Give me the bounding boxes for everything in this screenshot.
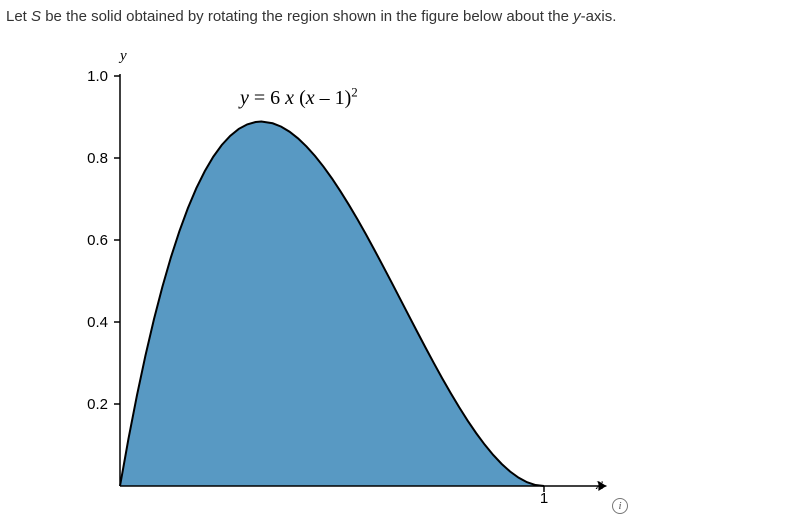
curve-region	[120, 122, 544, 486]
prompt-pre: Let	[6, 8, 31, 25]
problem-statement: Let S be the solid obtained by rotating …	[6, 8, 616, 25]
y-ticks	[114, 76, 120, 404]
info-icon[interactable]: i	[612, 498, 628, 514]
prompt-post: -axis.	[581, 8, 617, 25]
xtick-1: 1	[538, 490, 550, 507]
prompt-mid: be the solid obtained by rotating the re…	[41, 8, 573, 25]
chart: 1.0 0.8 0.6 0.4 0.2 y y = 6 x (x – 1)2 1…	[60, 48, 620, 508]
plot-area	[60, 48, 620, 508]
prompt-y: y	[573, 8, 581, 25]
prompt-S: S	[31, 8, 41, 25]
x-axis-label: x	[596, 476, 603, 494]
